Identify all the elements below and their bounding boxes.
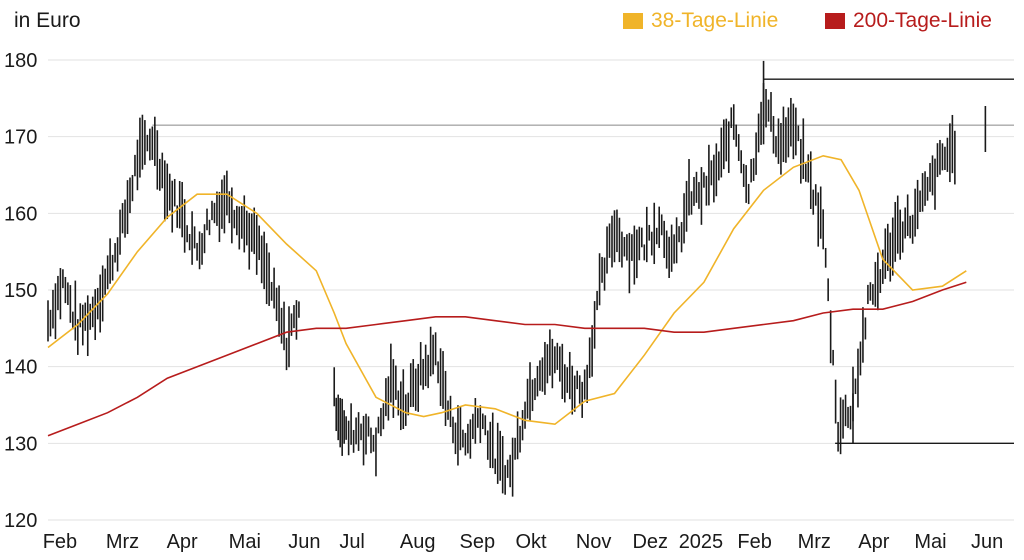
- line-38-tage: [47, 154, 967, 426]
- y-tick-label: 170: [4, 127, 37, 149]
- x-tick-label: Jul: [339, 531, 365, 553]
- y-tick-label: 120: [4, 510, 37, 532]
- y-axis-ticks: 120 130 140 150 160 170 180: [4, 50, 37, 532]
- price-series: [47, 60, 987, 497]
- x-tick-label: Sep: [460, 531, 496, 553]
- x-tick-label: Jun: [971, 531, 1003, 553]
- legend-item-200-tage: 200-Tage-Linie: [825, 9, 992, 33]
- y-tick-label: 180: [4, 50, 37, 72]
- x-tick-label: Feb: [737, 531, 771, 553]
- x-axis-ticks: Feb Mrz Apr Mai Jun Jul Aug Sep Okt Nov Dez 2025 Feb…: [43, 531, 1004, 553]
- y-tick-label: 160: [4, 203, 37, 225]
- y-tick-label: 140: [4, 357, 37, 379]
- moving-average-lines: [47, 154, 967, 437]
- legend-label-200-tage: 200-Tage-Linie: [853, 9, 992, 32]
- chart-grid: [48, 59, 1014, 521]
- x-tick-label: Apr: [858, 531, 889, 553]
- x-tick-label: Dez: [632, 531, 668, 553]
- x-tick-label: Okt: [515, 531, 547, 553]
- x-tick-label: Apr: [167, 531, 198, 553]
- x-tick-label: Mai: [229, 531, 261, 553]
- legend-swatch-200-tage: [825, 13, 845, 29]
- legend-label-38-tage: 38-Tage-Linie: [651, 9, 779, 32]
- x-tick-label: Jun: [288, 531, 320, 553]
- y-tick-label: 150: [4, 280, 37, 302]
- x-tick-label: Mrz: [798, 531, 831, 553]
- x-tick-label: Feb: [43, 531, 77, 553]
- x-tick-label: Nov: [576, 531, 612, 553]
- x-tick-label: Mrz: [106, 531, 139, 553]
- x-tick-label: Mai: [914, 531, 946, 553]
- line-200-tage: [47, 281, 967, 437]
- unit-label: in Euro: [14, 9, 81, 32]
- x-tick-label: Aug: [400, 531, 436, 553]
- y-tick-label: 130: [4, 433, 37, 455]
- legend-item-38-tage: 38-Tage-Linie: [623, 9, 778, 33]
- reference-lines: [152, 78, 1014, 445]
- x-tick-label: 2025: [679, 531, 724, 553]
- legend-swatch-38-tage: [623, 13, 643, 29]
